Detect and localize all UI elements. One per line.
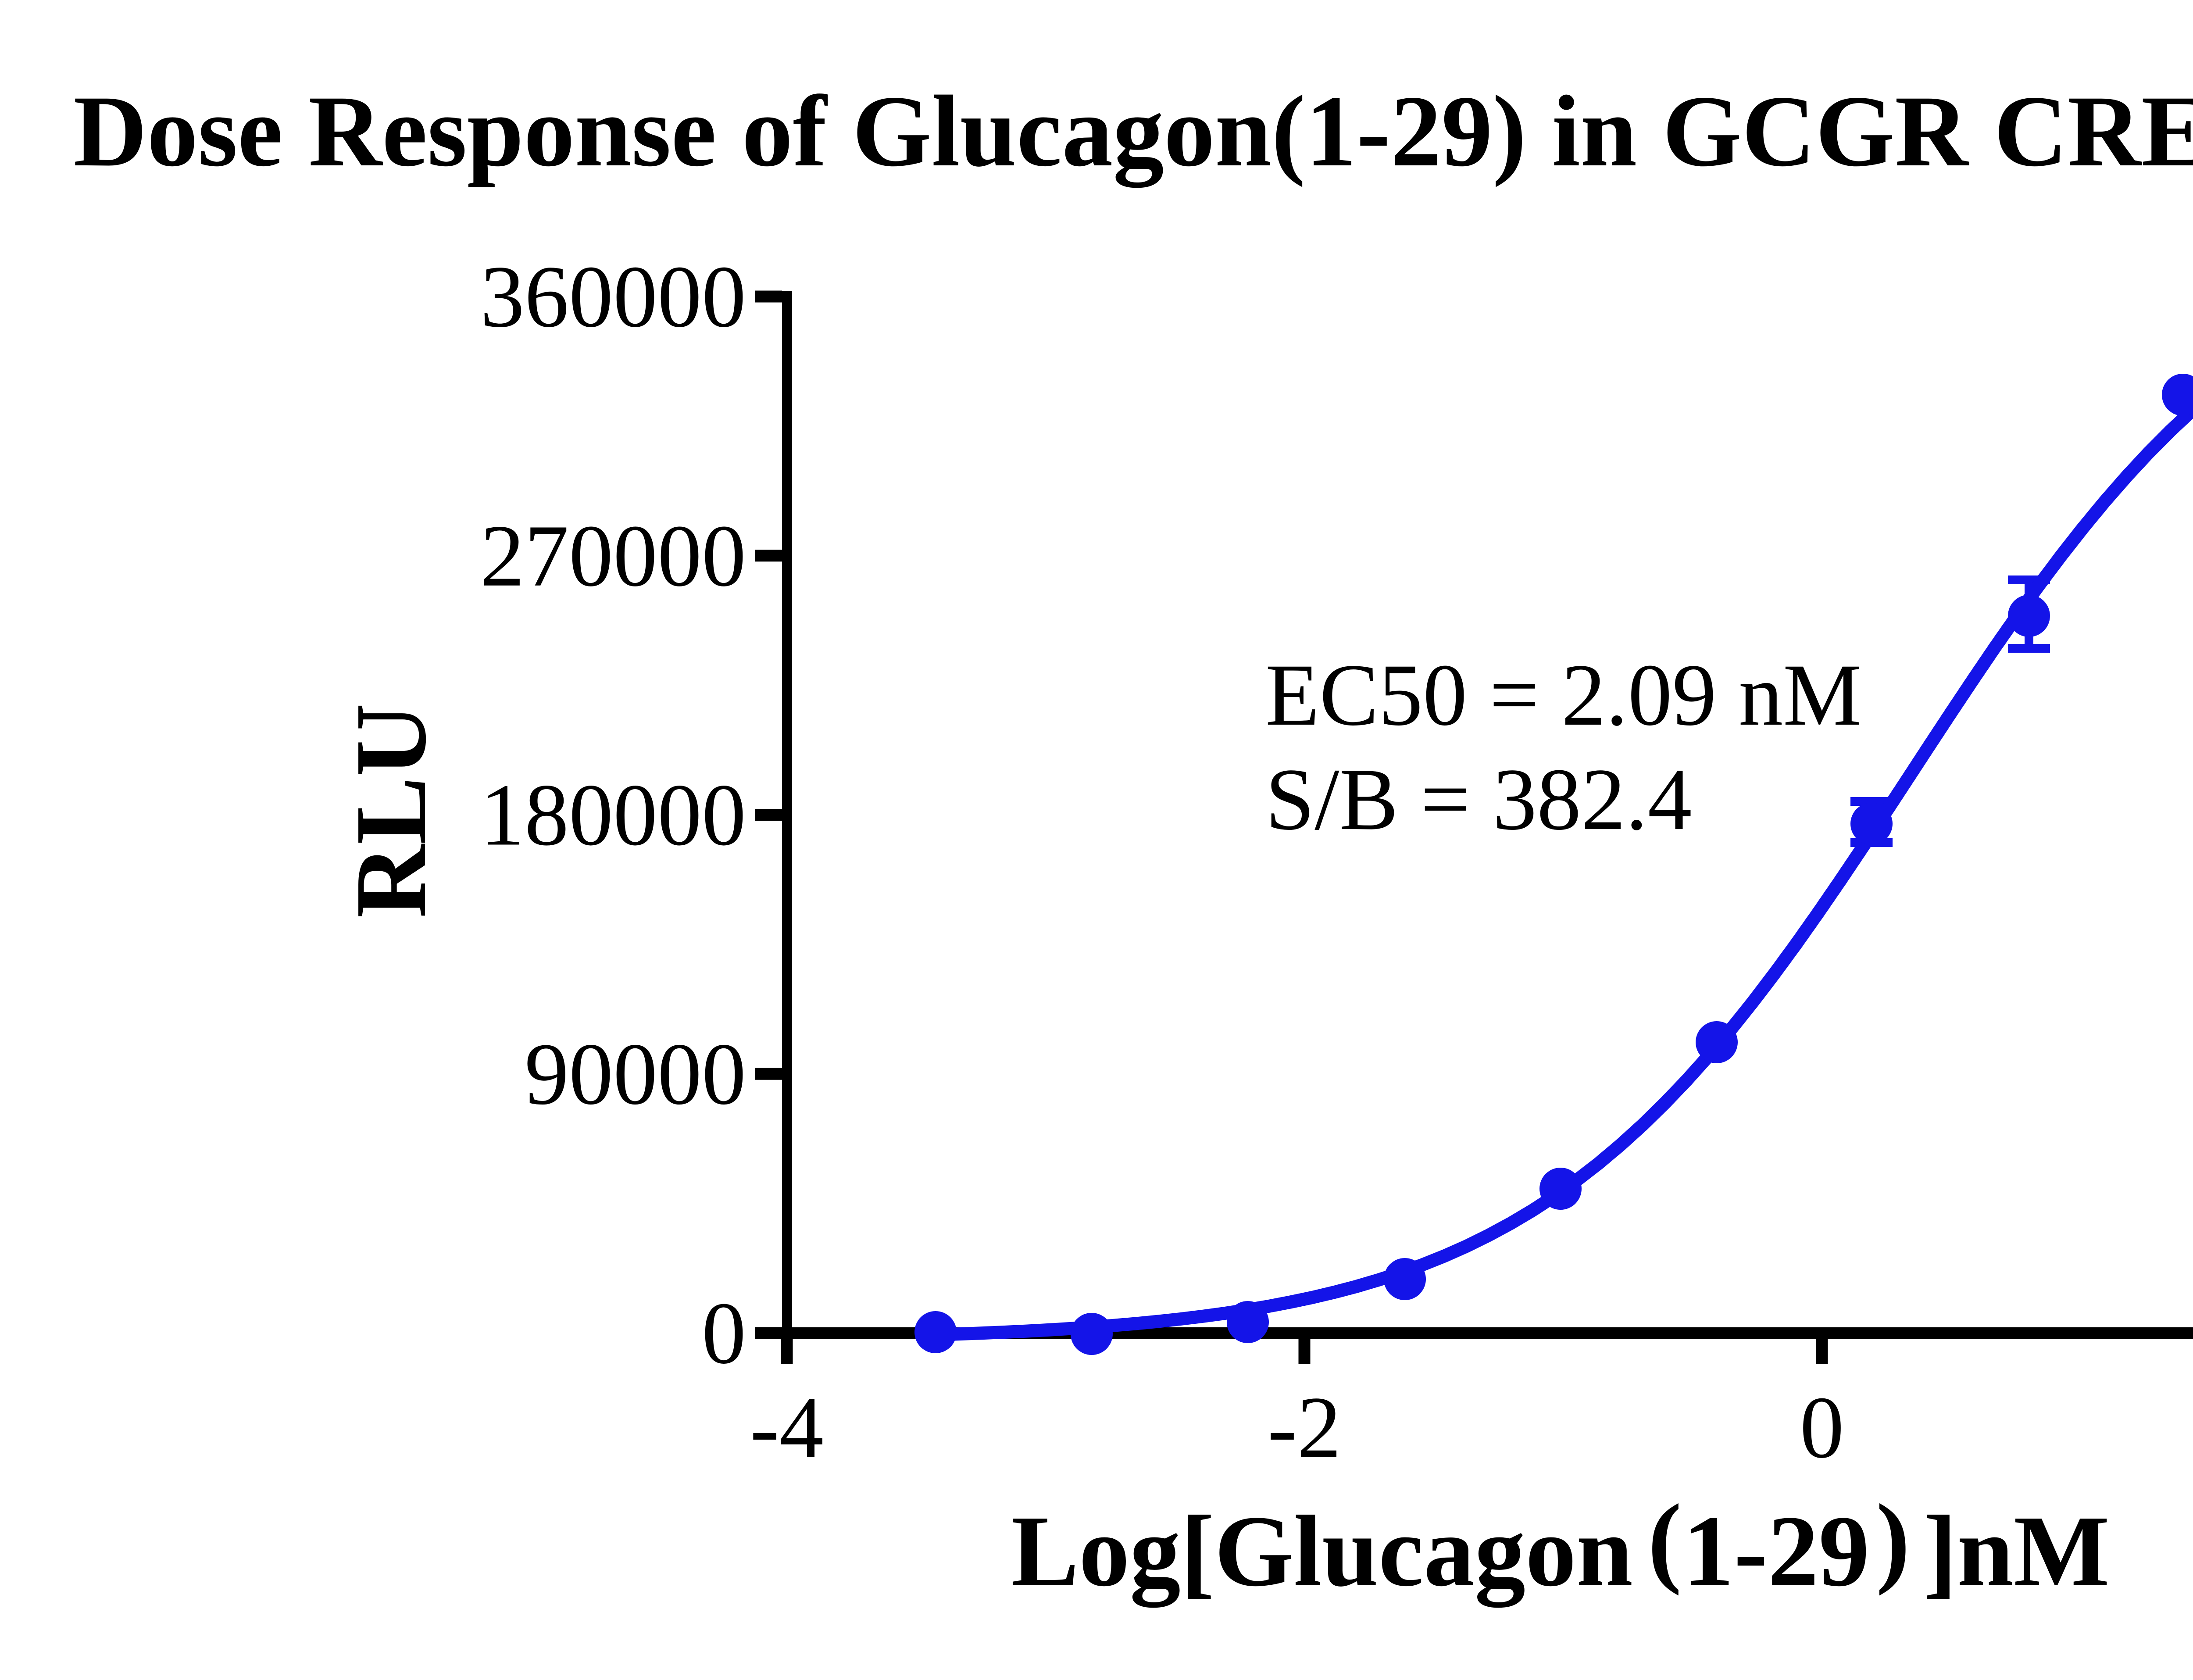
svg-text:360000: 360000 xyxy=(480,247,746,346)
svg-text:90000: 90000 xyxy=(525,1025,746,1123)
svg-text:-2: -2 xyxy=(1268,1378,1341,1476)
svg-text:-4: -4 xyxy=(750,1378,824,1476)
svg-text:EC50 = 2.09 nM: EC50 = 2.09 nM xyxy=(1265,646,1862,744)
svg-text:S/B = 382.4: S/B = 382.4 xyxy=(1265,750,1692,848)
svg-text:180000: 180000 xyxy=(480,766,746,864)
svg-text:270000: 270000 xyxy=(480,507,746,605)
svg-text:Dose Response of Glucagon(1-29: Dose Response of Glucagon(1-29) in GCGR … xyxy=(73,75,2193,188)
svg-text:0: 0 xyxy=(1800,1378,1844,1476)
svg-text:RLU: RLU xyxy=(335,703,447,918)
svg-text:Log[Glucagon(1-29)]nM: Log[Glucagon (1-29)]nM xyxy=(1011,1483,2110,1608)
svg-text:0: 0 xyxy=(702,1284,746,1382)
